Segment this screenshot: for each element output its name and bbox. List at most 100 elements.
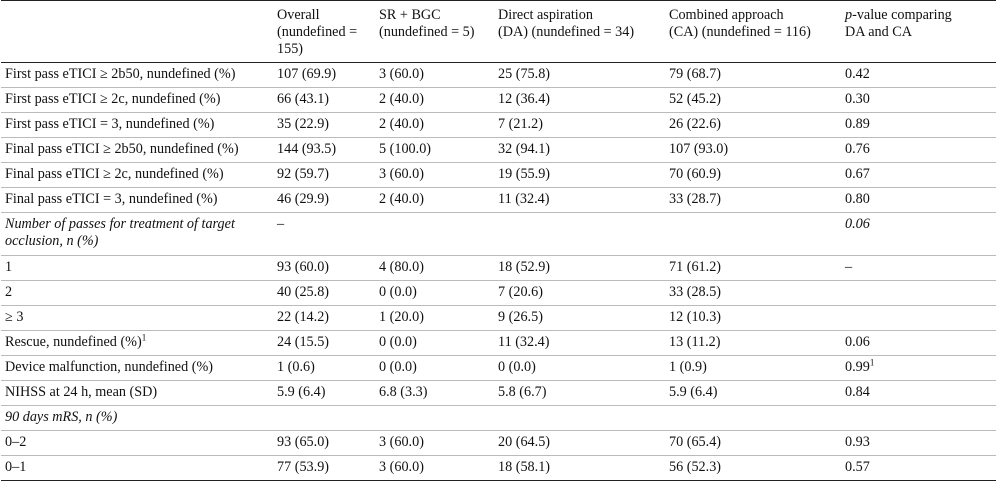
cell-sr-bgc: 3 (60.0)	[379, 434, 424, 450]
row-label: First pass eTICI = 3, nundefined (%)	[5, 116, 215, 132]
header-combined-approach: Combined approach (CA) (nundefined = 116…	[669, 7, 811, 40]
section-label-mrs: 90 days mRS, n (%)	[5, 409, 118, 425]
table-row: 1 93 (60.0) 4 (80.0) 18 (52.9) 71 (61.2)…	[1, 256, 996, 281]
table-row: First pass eTICI ≥ 2b50, nundefined (%) …	[1, 63, 996, 88]
row-label: 0–1	[5, 459, 27, 475]
table-header-row: Overall (nundefined = 155) SR + BGC (nun…	[1, 0, 996, 63]
cell-ca: 71 (61.2)	[669, 259, 722, 275]
cell-p-value: 0.42	[845, 66, 870, 82]
table-row: First pass eTICI = 3, nundefined (%) 35 …	[1, 113, 996, 138]
cell-overall: 22 (14.2)	[277, 309, 330, 325]
cell-p-value: 0.30	[845, 91, 870, 107]
cell-sr-bgc	[375, 213, 494, 256]
row-label: Device malfunction, nundefined (%)	[5, 359, 214, 375]
cell-ca	[665, 406, 841, 431]
cell-overall: 77 (53.9)	[277, 459, 330, 475]
cell-ca: 26 (22.6)	[669, 116, 722, 132]
table-row: Final pass eTICI ≥ 2b50, nundefined (%) …	[1, 138, 996, 163]
table-row: NIHSS at 24 h, mean (SD) 5.9 (6.4) 6.8 (…	[1, 381, 996, 406]
cell-da: 19 (55.9)	[498, 166, 551, 182]
header-empty	[1, 1, 273, 63]
cell-ca: 70 (60.9)	[669, 166, 722, 182]
cell-sr-bgc: 6.8 (3.3)	[379, 384, 428, 400]
row-label: First pass eTICI ≥ 2b50, nundefined (%)	[5, 66, 236, 82]
cell-overall: 35 (22.9)	[277, 116, 330, 132]
cell-sr-bgc: 0 (0.0)	[379, 334, 417, 350]
cell-p-value: 0.06	[845, 334, 870, 350]
cell-overall: 46 (29.9)	[277, 191, 330, 207]
cell-ca: 52 (45.2)	[669, 91, 722, 107]
cell-p-value: 0.84	[845, 384, 870, 400]
table-row: Device malfunction, nundefined (%) 1 (0.…	[1, 356, 996, 381]
cell-p-value: 0.89	[845, 116, 870, 132]
cell-overall	[273, 406, 375, 431]
row-label: 1	[5, 259, 13, 275]
cell-da	[494, 406, 665, 431]
cell-sr-bgc: 0 (0.0)	[379, 284, 417, 300]
cell-p-value	[841, 306, 996, 331]
cell-p-value: –	[845, 259, 853, 275]
cell-p-value: 0.06	[845, 216, 870, 232]
cell-ca: 70 (65.4)	[669, 434, 722, 450]
cell-overall: 93 (65.0)	[277, 434, 330, 450]
row-label: 0–2	[5, 434, 27, 450]
cell-ca: 12 (10.3)	[669, 309, 722, 325]
cell-p-value: 0.80	[845, 191, 870, 207]
cell-da: 18 (58.1)	[498, 459, 551, 475]
cell-overall: 5.9 (6.4)	[277, 384, 326, 400]
table-row-section: Number of passes for treatment of target…	[1, 213, 996, 256]
header-sr-bgc: SR + BGC (nundefined = 5)	[379, 7, 475, 40]
cell-da: 11 (32.4)	[498, 191, 550, 207]
header-p-value: p-value comparing DA and CA	[845, 7, 952, 40]
cell-sr-bgc: 5 (100.0)	[379, 141, 432, 157]
cell-da: 12 (36.4)	[498, 91, 551, 107]
row-label: ≥ 3	[5, 309, 24, 325]
table-row: 0–2 93 (65.0) 3 (60.0) 20 (64.5) 70 (65.…	[1, 431, 996, 456]
cell-ca	[665, 213, 841, 256]
table-row: Final pass eTICI ≥ 2c, nundefined (%) 92…	[1, 163, 996, 188]
row-label: Final pass eTICI = 3, nundefined (%)	[5, 191, 218, 207]
cell-p-value	[841, 281, 996, 306]
cell-sr-bgc: 3 (60.0)	[379, 166, 424, 182]
cell-da: 32 (94.1)	[498, 141, 551, 157]
header-overall: Overall (nundefined = 155)	[277, 7, 358, 57]
row-label: 2	[5, 284, 13, 300]
cell-overall: 66 (43.1)	[277, 91, 330, 107]
cell-sr-bgc: 4 (80.0)	[379, 259, 424, 275]
cell-overall: 92 (59.7)	[277, 166, 330, 182]
cell-ca: 33 (28.5)	[669, 284, 722, 300]
cell-da: 7 (21.2)	[498, 116, 543, 132]
cell-sr-bgc: 2 (40.0)	[379, 91, 424, 107]
cell-sr-bgc: 3 (60.0)	[379, 66, 424, 82]
row-label: First pass eTICI ≥ 2c, nundefined (%)	[5, 91, 221, 107]
table-row: First pass eTICI ≥ 2c, nundefined (%) 66…	[1, 88, 996, 113]
cell-p-value: 0.93	[845, 434, 870, 450]
cell-overall: 1 (0.6)	[277, 359, 315, 375]
cell-ca: 56 (52.3)	[669, 459, 722, 475]
cell-da: 0 (0.0)	[498, 359, 536, 375]
cell-da: 5.8 (6.7)	[498, 384, 547, 400]
table-row: ≥ 3 22 (14.2) 1 (20.0) 9 (26.5) 12 (10.3…	[1, 306, 996, 331]
table-row-section: 90 days mRS, n (%)	[1, 406, 996, 431]
cell-da	[494, 213, 665, 256]
cell-overall: 40 (25.8)	[277, 284, 330, 300]
cell-p-value: 0.67	[845, 166, 870, 182]
cell-da: 7 (20.6)	[498, 284, 543, 300]
row-label: Final pass eTICI ≥ 2c, nundefined (%)	[5, 166, 224, 182]
cell-ca: 33 (28.7)	[669, 191, 722, 207]
cell-sr-bgc: 3 (60.0)	[379, 459, 424, 475]
cell-sr-bgc: 2 (40.0)	[379, 191, 424, 207]
row-label: Final pass eTICI ≥ 2b50, nundefined (%)	[5, 141, 239, 157]
footnote-marker: 1	[869, 357, 875, 368]
cell-da: 25 (75.8)	[498, 66, 551, 82]
cell-da: 9 (26.5)	[498, 309, 543, 325]
table-row: 0–1 77 (53.9) 3 (60.0) 18 (58.1) 56 (52.…	[1, 456, 996, 481]
cell-overall: –	[277, 216, 285, 232]
cell-ca: 5.9 (6.4)	[669, 384, 718, 400]
footnote-marker: 1	[141, 332, 147, 343]
cell-ca: 107 (93.0)	[669, 141, 729, 157]
table-row: 2 40 (25.8) 0 (0.0) 7 (20.6) 33 (28.5)	[1, 281, 996, 306]
cell-overall: 107 (69.9)	[277, 66, 337, 82]
table-row: Rescue, nundefined (%)1 24 (15.5) 0 (0.0…	[1, 331, 996, 356]
row-label: Rescue, nundefined (%)1	[5, 332, 147, 350]
